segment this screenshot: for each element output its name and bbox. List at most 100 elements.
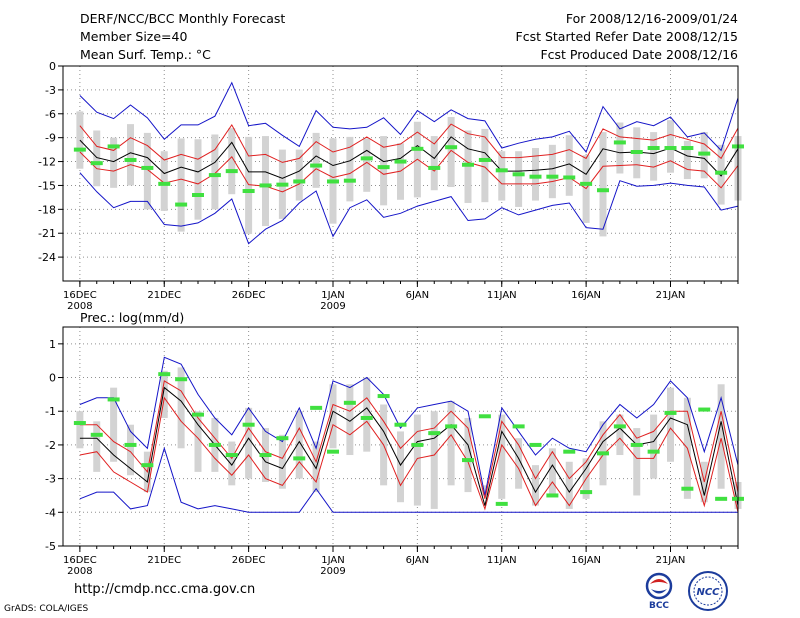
prec-range-bar: [177, 367, 185, 449]
temp-obs-marker: [664, 146, 677, 151]
temp-ytick-label: -15: [38, 179, 56, 192]
temp-range-bar: [346, 136, 354, 202]
prec-mean-plus-std-line: [79, 380, 739, 499]
forecast-started-date: Fcst Started Refer Date 2008/12/15: [515, 29, 739, 44]
prec-panel-title: Prec.: log(mm/d): [80, 310, 185, 325]
prec-obs-marker: [377, 394, 390, 399]
prec-range-bar: [548, 448, 556, 496]
prec-obs-marker: [293, 456, 306, 461]
temp-range-bar: [363, 138, 371, 192]
prec-range-bar: [430, 411, 438, 509]
prec-range-bar: [245, 407, 253, 479]
prec-obs-marker: [630, 442, 643, 447]
prec-obs-marker: [478, 414, 491, 419]
prec-range-bar: [616, 414, 624, 456]
prec-obs-marker: [664, 410, 677, 415]
temp-range-bar: [515, 151, 523, 207]
prec-range-bar: [633, 428, 641, 496]
prec-obs-marker: [563, 449, 576, 454]
temp-obs-marker: [512, 172, 525, 177]
temp-obs-marker: [411, 146, 424, 151]
temp-range-bar: [110, 137, 118, 188]
prec-obs-marker: [175, 377, 188, 382]
prec-ytick-label: -3: [45, 473, 56, 486]
temp-obs-marker: [259, 183, 272, 188]
prec-obs-marker: [124, 442, 137, 447]
temp-obs-marker: [647, 146, 660, 151]
prec-obs-marker: [715, 496, 728, 501]
prec-range-bar: [464, 417, 472, 493]
temp-obs-marker: [73, 147, 86, 152]
temp-range-bar: [380, 136, 388, 206]
prec-obs-marker: [192, 412, 204, 417]
temp-range-bar: [262, 136, 269, 227]
ncc-logo: NCC: [688, 571, 728, 611]
temp-ytick-label: -6: [45, 108, 56, 121]
prec-ytick-label: -5: [45, 540, 56, 553]
prec-obs-marker: [107, 397, 120, 402]
prec-xtick-label: 21DEC: [147, 555, 181, 566]
prec-obs-marker: [242, 422, 255, 427]
bcc-logo-text: BCC: [649, 601, 669, 610]
temp-obs-marker: [208, 173, 221, 178]
temp-obs-marker: [546, 174, 559, 179]
temp-xtick-label: 16JAN: [571, 290, 601, 301]
prec-ytick-label: -2: [45, 439, 56, 452]
temp-range-bar: [177, 138, 185, 232]
website-url[interactable]: http://cmdp.ncc.cma.gov.cn: [74, 582, 256, 597]
temp-obs-marker: [698, 151, 711, 156]
prec-obs-marker: [73, 421, 86, 426]
prec-range-bar: [650, 414, 658, 479]
temp-obs-marker: [192, 193, 204, 197]
temp-obs-marker: [327, 179, 339, 184]
prec-xtick-label: 1JAN: [321, 555, 344, 566]
temp-obs-marker: [613, 140, 626, 145]
bcc-logo: BCC: [645, 572, 673, 610]
prec-obs-marker: [462, 458, 474, 463]
temp-obs-marker: [580, 181, 593, 186]
prec-ytick-label: -4: [45, 506, 56, 519]
temp-range-bar: [160, 151, 168, 211]
prec-obs-marker: [445, 424, 458, 429]
prec-range-bar: [110, 387, 118, 462]
temp-xtick-year-label: 2008: [67, 301, 92, 312]
prec-xtick-label: 16JAN: [571, 555, 601, 566]
prec-obs-marker: [225, 453, 238, 458]
temp-obs-marker: [681, 146, 694, 151]
prec-obs-marker: [259, 453, 272, 458]
grads-credit: GrADS: COLA/IGES: [4, 604, 89, 614]
temp-range-bar: [143, 132, 151, 210]
temp-obs-marker: [563, 175, 576, 180]
temp-range-bar: [127, 124, 134, 186]
temp-obs-marker: [276, 182, 289, 187]
prec-range-bar: [515, 438, 523, 489]
prec-obs-marker: [90, 432, 103, 437]
temp-xtick-label: 1JAN: [321, 290, 344, 301]
temp-obs-marker: [529, 174, 542, 179]
temp-range-bar: [683, 140, 691, 180]
prec-obs-marker: [158, 372, 171, 377]
temp-obs-marker: [495, 168, 508, 173]
prec-obs-marker: [141, 463, 154, 468]
temp-obs-marker: [715, 170, 728, 175]
prec-range-bar: [498, 414, 506, 499]
temp-xtick-label: 21JAN: [656, 290, 686, 301]
temp-obs-marker: [343, 178, 356, 183]
temp-range-bar: [532, 148, 539, 201]
prec-xtick-label: 11JAN: [487, 555, 517, 566]
prec-range-bar: [127, 424, 134, 476]
temp-min-line: [79, 172, 739, 245]
temp-obs-marker: [141, 165, 154, 170]
temp-obs-marker: [225, 169, 238, 174]
prec-xtick-label: 21JAN: [656, 555, 686, 566]
chart-title: DERF/NCC/BCC Monthly Forecast: [80, 11, 286, 26]
temp-obs-marker: [293, 179, 306, 184]
temp-range-bar: [312, 132, 320, 188]
prec-range-bar: [397, 431, 404, 503]
prec-min-line: [79, 446, 738, 513]
temp-range-bar: [228, 128, 236, 195]
temp-obs-marker: [394, 159, 407, 164]
temp-ytick-label: -24: [38, 251, 56, 264]
temp-range-bar: [481, 128, 489, 203]
temp-xtick-label: 6JAN: [406, 290, 429, 301]
